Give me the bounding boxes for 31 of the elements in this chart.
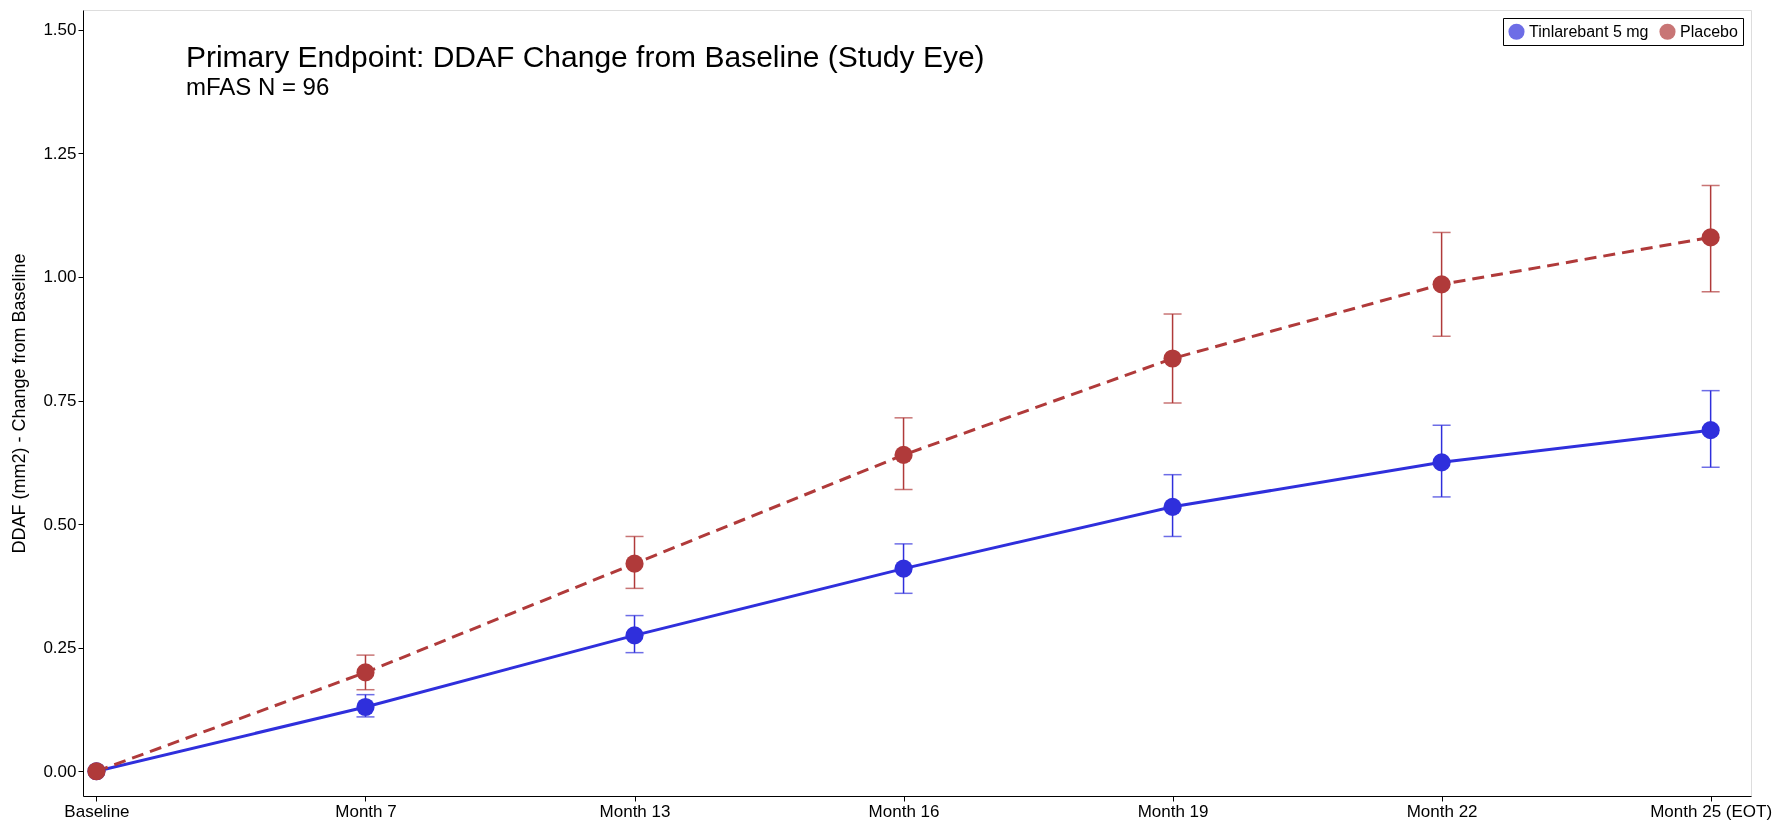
text: mFAS N = 96 <box>185 73 330 100</box>
y-tick-label: 1.00 <box>43 267 77 287</box>
y-tick-label: 0.75 <box>43 391 77 411</box>
y-tick-label: 1.50 <box>43 20 77 40</box>
point <box>1432 453 1451 472</box>
x-tick-label: Month 7 <box>335 801 397 821</box>
x-tick-label: Month 22 <box>1406 801 1478 821</box>
y-tick-label: 0.50 <box>43 514 77 534</box>
y-tick-label: 0.00 <box>43 761 77 781</box>
legend-label: Placebo <box>1680 22 1738 40</box>
y-tick-label: 1.25 <box>43 143 77 163</box>
point <box>356 663 375 682</box>
point <box>356 697 375 717</box>
point <box>894 445 913 464</box>
x-tick-label: Baseline <box>64 801 130 821</box>
x-tick-label: Month 25 (EOT) <box>1650 801 1773 821</box>
point <box>1163 497 1182 516</box>
x-tick-label: Month 16 <box>868 801 940 821</box>
x-tick-label: Month 19 <box>1137 801 1209 821</box>
point <box>894 559 913 578</box>
legend-label: Tinlarebant 5 mg <box>1529 22 1649 40</box>
point <box>625 626 644 645</box>
point <box>1163 349 1182 368</box>
point <box>625 554 644 573</box>
x-tick-label: Month 13 <box>599 801 671 821</box>
point <box>1432 275 1451 294</box>
point <box>1701 228 1720 247</box>
point <box>1701 421 1720 440</box>
text: Primary Endpoint: DDAF Change from Baseline (Study Eye) <box>185 40 985 73</box>
y-axis-title: DDAF (mm2) - Change from Baseline <box>9 253 30 554</box>
y-tick-label: 0.25 <box>43 638 77 658</box>
